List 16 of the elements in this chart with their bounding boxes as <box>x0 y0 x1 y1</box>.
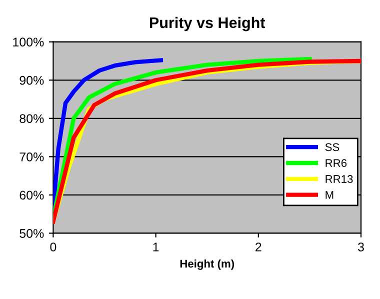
legend-label: SS <box>325 143 340 152</box>
y-tick-label: 70% <box>20 152 44 162</box>
x-tick-label: 1 <box>153 242 159 252</box>
legend-label: M <box>326 191 334 199</box>
x-tick-label: 0 <box>50 242 56 252</box>
chart-title: Purity vs Height <box>150 16 266 32</box>
y-tick-label: 80% <box>20 114 44 124</box>
x-tick-label: 3 <box>358 242 364 252</box>
legend-label: RR13 <box>326 175 353 183</box>
x-tick-label: 2 <box>256 242 262 252</box>
x-axis-title: Height (m) <box>180 259 234 270</box>
y-tick-label: 50% <box>20 229 44 238</box>
y-tick-label: 100% <box>13 38 44 47</box>
y-tick-label: 60% <box>20 190 44 200</box>
y-tick-label: 90% <box>20 76 44 85</box>
legend-label: RR6 <box>326 159 347 168</box>
